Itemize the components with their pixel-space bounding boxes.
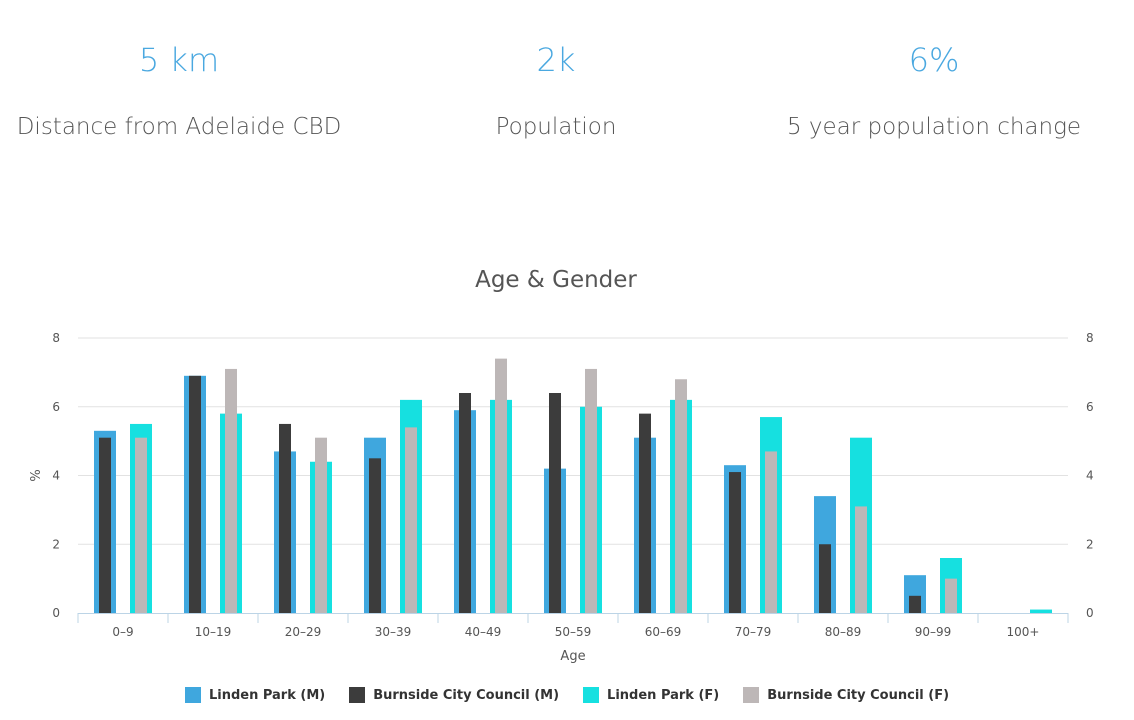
stat-distance: 5 km Distance from Adelaide CBD <box>14 38 344 141</box>
bar-2-60–69 <box>639 413 651 613</box>
bar-4-90–99 <box>945 578 957 613</box>
y-tick-label-left: 2 <box>52 537 60 551</box>
bar-2-50–59 <box>549 393 561 613</box>
legend-swatch <box>583 687 600 703</box>
bar-2-80–89 <box>819 544 831 613</box>
bar-2-10–19 <box>189 375 201 613</box>
x-axis-label: Age <box>560 649 585 664</box>
legend-item[interactable]: Burnside City Council (F) <box>743 687 949 703</box>
stat-population-value: 2k <box>536 41 576 79</box>
legend-swatch <box>743 687 760 703</box>
y-tick-label-left: 4 <box>52 469 60 483</box>
bar-4-0–9 <box>135 437 147 613</box>
stat-population-change: 6% 5 year population change <box>769 38 1099 141</box>
x-tick-label: 20–29 <box>285 625 322 639</box>
x-tick-label: 50–59 <box>555 625 592 639</box>
bar-4-20–29 <box>315 437 327 613</box>
stats-panel: 5 km Distance from Adelaide CBD 2k Popul… <box>0 0 1134 200</box>
bar-2-0–9 <box>99 437 111 613</box>
x-tick-label: 90–99 <box>915 625 952 639</box>
x-tick-label: 60–69 <box>645 625 682 639</box>
legend-item[interactable]: Linden Park (F) <box>583 687 719 703</box>
y-tick-label-left: 0 <box>52 606 60 620</box>
y-tick-label-right: 4 <box>1086 469 1094 483</box>
x-tick-label: 10–19 <box>195 625 232 639</box>
chart-legend: Linden Park (M) Burnside City Council (M)… <box>0 687 1134 703</box>
bar-4-50–59 <box>585 368 597 613</box>
x-tick-label: 100+ <box>1007 625 1040 639</box>
bar-2-20–29 <box>279 423 291 613</box>
bar-4-60–69 <box>675 379 687 613</box>
age-gender-chart: Age & Gender 0 0 2 2 4 4 6 6 8 8% 0–9 10–19 20–29 30–3… <box>29 267 1094 664</box>
bar-4-80–89 <box>855 506 867 613</box>
bar-3-100+ <box>1030 609 1052 613</box>
x-tick-label: 30–39 <box>375 625 412 639</box>
bar-2-70–79 <box>729 472 741 613</box>
y-tick-label-left: 6 <box>52 400 60 414</box>
y-axis-label: % <box>29 469 44 481</box>
stat-population-change-value: 6% <box>908 41 960 79</box>
bar-4-70–79 <box>765 451 777 613</box>
legend-label: Burnside City Council (F) <box>767 687 950 703</box>
y-tick-label-right: 6 <box>1086 400 1094 414</box>
stat-population-label: Population <box>495 114 617 140</box>
y-tick-label-right: 2 <box>1086 537 1094 551</box>
stat-distance-value: 5 km <box>138 41 220 79</box>
chart-title: Age & Gender <box>475 267 637 293</box>
x-tick-label: 80–89 <box>825 625 862 639</box>
legend-label: Burnside City Council (M) <box>373 687 560 703</box>
legend-swatch <box>184 687 201 703</box>
legend-label: Linden Park (F) <box>607 687 720 703</box>
x-tick-label: 70–79 <box>735 625 772 639</box>
y-tick-label-right: 0 <box>1086 606 1094 620</box>
legend-swatch <box>349 687 366 703</box>
legend-item[interactable]: Burnside City Council (M) <box>349 687 559 703</box>
y-tick-label-right: 8 <box>1086 331 1094 345</box>
x-tick-label: 40–49 <box>465 625 502 639</box>
stat-population-change-label: 5 year population change <box>786 114 1082 140</box>
legend-label: Linden Park (M) <box>208 687 326 703</box>
bar-4-30–39 <box>405 427 417 613</box>
stat-population: 2k Population <box>391 38 721 141</box>
bar-4-10–19 <box>225 368 237 613</box>
legend-item[interactable]: Linden Park (M) <box>184 687 326 703</box>
y-tick-label-left: 8 <box>52 331 60 345</box>
bar-4-40–49 <box>495 358 507 613</box>
bar-2-90–99 <box>909 595 921 613</box>
bar-2-30–39 <box>369 458 381 613</box>
x-tick-label: 0–9 <box>112 625 133 639</box>
bar-2-40–49 <box>459 393 471 613</box>
stat-distance-label: Distance from Adelaide CBD <box>16 114 342 140</box>
